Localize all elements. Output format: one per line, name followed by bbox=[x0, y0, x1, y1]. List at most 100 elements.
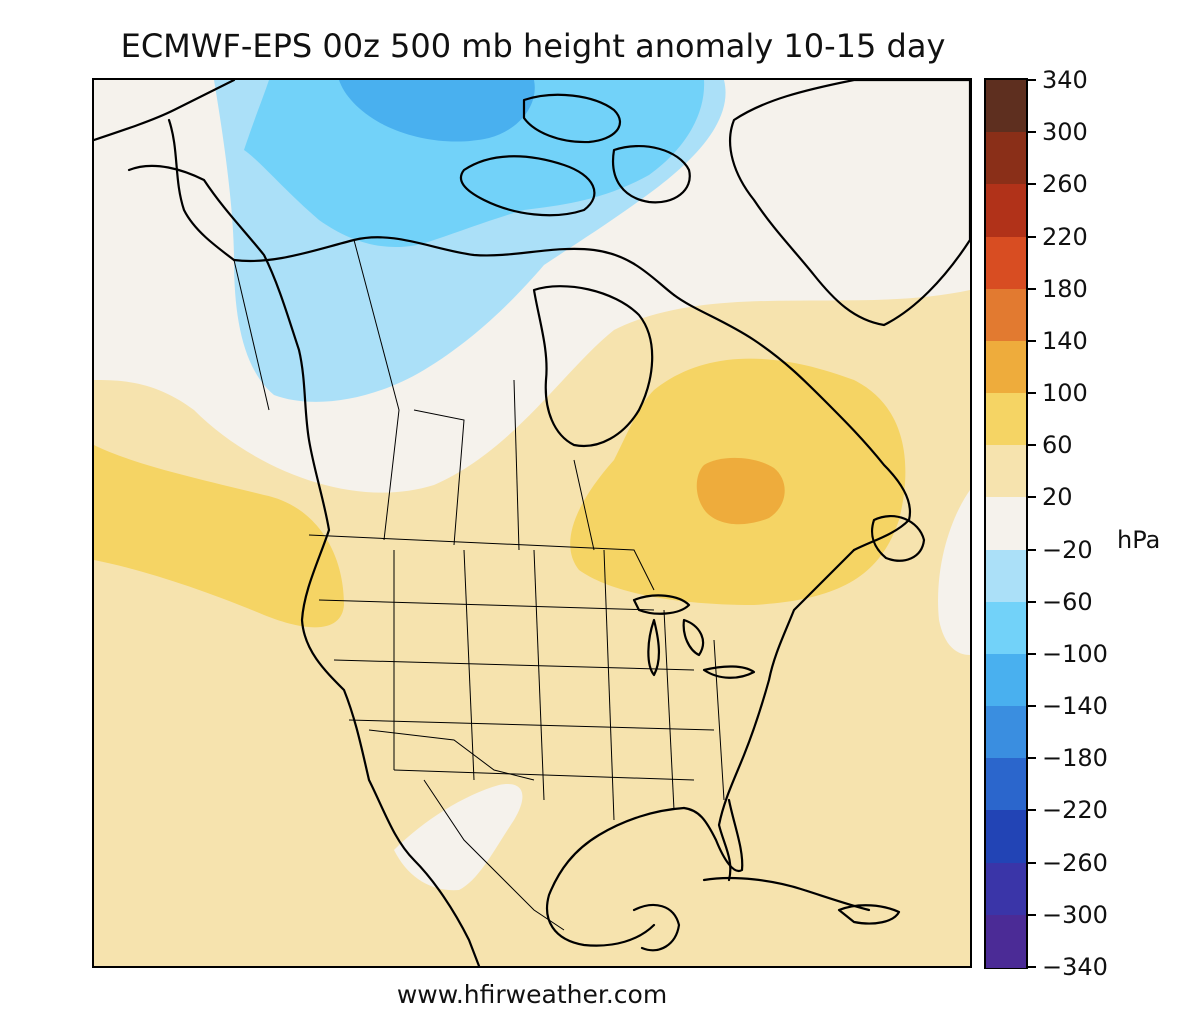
colorbar-tick bbox=[1027, 339, 1036, 342]
colorbar-tick bbox=[1027, 548, 1036, 551]
colorbar-tick bbox=[1027, 861, 1036, 864]
colorbar-tick bbox=[1027, 235, 1036, 238]
border-us-states-h3 bbox=[348, 719, 715, 731]
colorbar-tick-label: −220 bbox=[1042, 796, 1108, 825]
colorbar-segment bbox=[986, 601, 1026, 655]
source-url: www.hfirweather.com bbox=[396, 980, 668, 1009]
colorbar-segment bbox=[986, 758, 1026, 812]
coast-alaska bbox=[94, 80, 236, 142]
colorbar-segment bbox=[986, 393, 1026, 446]
border-canada-provinces-1 bbox=[353, 239, 400, 541]
coast-arctic bbox=[232, 236, 676, 297]
coast-pacific bbox=[127, 164, 481, 966]
colorbar-segment bbox=[986, 653, 1026, 707]
colorbar-tick bbox=[1027, 287, 1036, 290]
colorbar-tick-label: −340 bbox=[1042, 953, 1108, 981]
border-us-states-v4 bbox=[603, 549, 615, 821]
coast-greenland bbox=[729, 80, 970, 327]
colorbar-segment bbox=[986, 236, 1026, 290]
coast-florida bbox=[682, 798, 744, 873]
colorbar-tick bbox=[1027, 600, 1036, 603]
border-us-states-h4 bbox=[393, 769, 695, 781]
colorbar-unit-label: hPa bbox=[1117, 526, 1161, 554]
great-lake-superior bbox=[632, 594, 691, 615]
coast-alaska-north bbox=[167, 118, 236, 262]
coast-gulf bbox=[546, 806, 686, 947]
border-mexico-states bbox=[423, 779, 565, 931]
coast-labrador bbox=[672, 293, 912, 552]
colorbar-tick bbox=[1027, 392, 1036, 395]
border-us-states-v3 bbox=[533, 549, 545, 801]
coast-arctic-islands-1 bbox=[459, 155, 596, 217]
colorbar-tick bbox=[1027, 79, 1036, 81]
colorbar-tick-label: −60 bbox=[1042, 587, 1093, 616]
colorbar-tick-label: 220 bbox=[1042, 222, 1088, 251]
border-canada-provinces-3 bbox=[513, 379, 520, 551]
colorbar-tick-label: 260 bbox=[1042, 170, 1088, 199]
colorbar-tick-label: −260 bbox=[1042, 848, 1108, 877]
border-canada-provinces-2 bbox=[413, 409, 465, 546]
map-canvas bbox=[94, 80, 970, 966]
coast-hispaniola bbox=[837, 904, 901, 925]
great-lake-michigan bbox=[647, 618, 660, 677]
colorbar-segment bbox=[986, 914, 1026, 968]
colorbar-segment bbox=[986, 184, 1026, 238]
colorbar-tick-label: 100 bbox=[1042, 379, 1088, 408]
colorbar-segment bbox=[986, 497, 1026, 551]
great-lake-huron bbox=[682, 618, 705, 657]
colorbar-segment bbox=[986, 706, 1026, 759]
coast-arctic-islands-3 bbox=[611, 145, 691, 204]
border-us-states-v6 bbox=[713, 639, 725, 801]
coast-newfoundland bbox=[870, 515, 926, 562]
border-us-mexico bbox=[368, 729, 535, 781]
colorbar-tick-label: 60 bbox=[1042, 431, 1073, 460]
border-us-canada bbox=[308, 534, 655, 591]
colorbar-tick-label: 20 bbox=[1042, 483, 1073, 512]
great-lake-erie bbox=[702, 665, 756, 679]
colorbar-segment bbox=[986, 340, 1026, 394]
anomaly-map bbox=[92, 78, 972, 968]
border-us-states-h1 bbox=[318, 599, 655, 611]
colorbar-tick bbox=[1027, 705, 1036, 708]
border-us-states-v2 bbox=[463, 549, 475, 781]
colorbar-tick-label: 140 bbox=[1042, 326, 1088, 355]
colorbar-tick bbox=[1027, 652, 1036, 655]
political-borders bbox=[233, 239, 725, 931]
colorbar-tick-label: 300 bbox=[1042, 118, 1088, 147]
coast-arctic-islands-2 bbox=[522, 93, 621, 144]
colorbar-tick bbox=[1027, 966, 1036, 968]
anomaly-yellow-pacific bbox=[94, 445, 344, 628]
colorbar-segment bbox=[986, 549, 1026, 603]
border-us-states-v5 bbox=[663, 609, 675, 811]
map-title: ECMWF-EPS 00z 500 mb height anomaly 10-1… bbox=[120, 27, 946, 65]
coast-atlantic bbox=[717, 548, 856, 882]
coast-cuba bbox=[702, 876, 871, 912]
colorbar-segment bbox=[986, 862, 1026, 916]
colorbar-tick-label: −20 bbox=[1042, 535, 1093, 564]
colorbar-tick-label: 340 bbox=[1042, 66, 1088, 94]
colorbar-tick bbox=[1027, 496, 1036, 499]
colorbar-tick bbox=[1027, 444, 1036, 447]
colorbar-tick-label: −180 bbox=[1042, 744, 1108, 773]
coast-hudson-bay bbox=[532, 285, 654, 448]
colorbar-tick bbox=[1027, 757, 1036, 760]
colorbar-tick bbox=[1027, 183, 1036, 186]
anomaly-dark-blue bbox=[339, 80, 535, 142]
border-canada-provinces-4 bbox=[573, 459, 595, 551]
coastlines bbox=[94, 80, 970, 966]
colorbar-tick-label: 180 bbox=[1042, 274, 1088, 303]
anomaly-neutral-east bbox=[938, 490, 970, 655]
colorbar-tick bbox=[1027, 131, 1036, 134]
colorbar-segment bbox=[986, 288, 1026, 342]
colorbar-segment bbox=[986, 810, 1026, 864]
coast-yucatan bbox=[632, 903, 681, 952]
colorbar-tick-label: −100 bbox=[1042, 639, 1108, 668]
colorbar-segment bbox=[986, 445, 1026, 498]
colorbar bbox=[984, 78, 1028, 969]
colorbar-tick-label: −300 bbox=[1042, 900, 1108, 929]
border-alaska-canada bbox=[233, 259, 270, 411]
colorbar-tick bbox=[1027, 913, 1036, 916]
colorbar-segment bbox=[986, 132, 1026, 185]
colorbar-tick-label: −140 bbox=[1042, 692, 1108, 721]
anomaly-orange bbox=[696, 457, 785, 525]
